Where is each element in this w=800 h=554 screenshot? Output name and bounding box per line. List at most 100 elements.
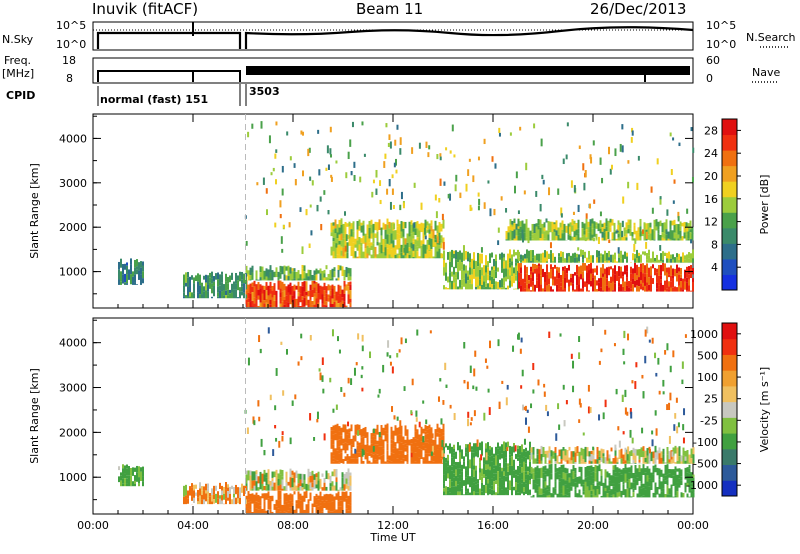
heatmap-cell [556, 266, 558, 271]
heatmap-cell [511, 254, 513, 262]
scatter-echo [323, 190, 326, 195]
heatmap-cell [247, 284, 250, 293]
heatmap-cell [582, 479, 585, 485]
heatmap-cell [497, 465, 499, 472]
heatmap-cell [358, 219, 361, 227]
heatmap-cell [632, 447, 635, 454]
heatmap-cell [567, 223, 570, 235]
heatmap-cell [388, 221, 391, 229]
heatmap-cell [678, 478, 681, 488]
heatmap-cell [339, 506, 342, 514]
heatmap-cell [376, 254, 379, 259]
heatmap-cell [124, 263, 126, 270]
scatter-echo [610, 164, 613, 170]
heatmap-cell [614, 476, 617, 483]
heatmap-cell [609, 222, 612, 228]
heatmap-cell [489, 461, 491, 467]
scatter-echo [343, 392, 346, 397]
heatmap-cell [311, 475, 314, 483]
heatmap-cell [329, 285, 332, 291]
heatmap-cell [408, 236, 411, 248]
heatmap-cell [430, 249, 433, 259]
heatmap-cell [485, 457, 487, 465]
heatmap-cell [489, 270, 491, 276]
heatmap-cell [640, 447, 643, 458]
heatmap-cell [289, 286, 292, 295]
heatmap-cell [592, 489, 595, 495]
heatmap-cell [386, 234, 389, 244]
heatmap-cell [604, 250, 606, 262]
scatter-echo [483, 202, 486, 209]
heatmap-cell [519, 445, 521, 455]
heatmap-cell [374, 256, 377, 259]
heatmap-cell [543, 238, 546, 241]
heatmap-cell [428, 443, 431, 454]
heatmap-cell [675, 233, 678, 241]
heatmap-cell [457, 484, 459, 492]
heatmap-cell [525, 471, 527, 475]
heatmap-cell [237, 498, 239, 504]
heatmap-cell [493, 457, 495, 466]
heatmap-cell [680, 492, 683, 496]
scatter-echo [291, 400, 294, 406]
heatmap-cell [341, 472, 344, 478]
heatmap-cell [339, 265, 342, 271]
heatmap-cell [251, 493, 254, 504]
heatmap-cell [580, 447, 583, 456]
heatmap-cell [485, 265, 487, 273]
heatmap-cell [380, 227, 383, 236]
scatter-echo [590, 157, 593, 164]
scatter-echo [375, 446, 378, 453]
heatmap-cell [520, 267, 522, 274]
heatmap-cell [249, 283, 252, 294]
heatmap-cell [352, 242, 355, 250]
heatmap-cell [515, 490, 517, 496]
heatmap-cell [680, 469, 683, 477]
heatmap-cell [251, 306, 254, 308]
heatmap-cell [247, 274, 250, 281]
heatmap-cell [661, 222, 664, 233]
scatter-echo [589, 203, 592, 209]
heatmap-cell [370, 233, 373, 239]
heatmap-cell [481, 476, 483, 483]
heatmap-cell [564, 480, 567, 485]
heatmap-cell [535, 223, 538, 227]
heatmap-cell [537, 229, 540, 241]
heatmap-cell [330, 222, 333, 233]
heatmap-cell [577, 219, 580, 229]
heatmap-cell [327, 502, 330, 511]
heatmap-cell [386, 443, 389, 451]
heatmap-cell [323, 277, 326, 281]
heatmap-cell [259, 277, 262, 281]
scatter-echo [275, 368, 278, 376]
nave-band [246, 66, 690, 75]
heatmap-cell [436, 432, 439, 437]
heatmap-cell [554, 463, 557, 473]
heatmap-cell [128, 466, 130, 476]
heatmap-cell [259, 272, 262, 278]
heatmap-cell [475, 260, 477, 268]
heatmap-cell [341, 488, 344, 491]
heatmap-cell [432, 439, 435, 446]
heatmap-cell [313, 275, 316, 281]
heatmap-cell [426, 439, 429, 443]
heatmap-cell [217, 498, 219, 505]
heatmap-cell [340, 240, 343, 247]
scatter-echo [294, 394, 297, 400]
heatmap-cell [538, 263, 540, 267]
heatmap-cell [255, 492, 258, 496]
heatmap-cell [688, 454, 691, 463]
heatmap-cell [608, 260, 610, 263]
heatmap-cell [279, 292, 282, 298]
colorbar-segment [722, 258, 737, 275]
heatmap-cell [568, 482, 571, 493]
heatmap-cell [588, 460, 591, 464]
heatmap-cell [343, 276, 346, 281]
heatmap-cell [349, 268, 352, 277]
heatmap-cell [213, 276, 215, 282]
heatmap-cell [193, 293, 195, 299]
scatter-echo [570, 353, 573, 359]
heatmap-cell [323, 296, 326, 305]
heatmap-cell [132, 271, 134, 277]
heatmap-cell [465, 466, 467, 471]
